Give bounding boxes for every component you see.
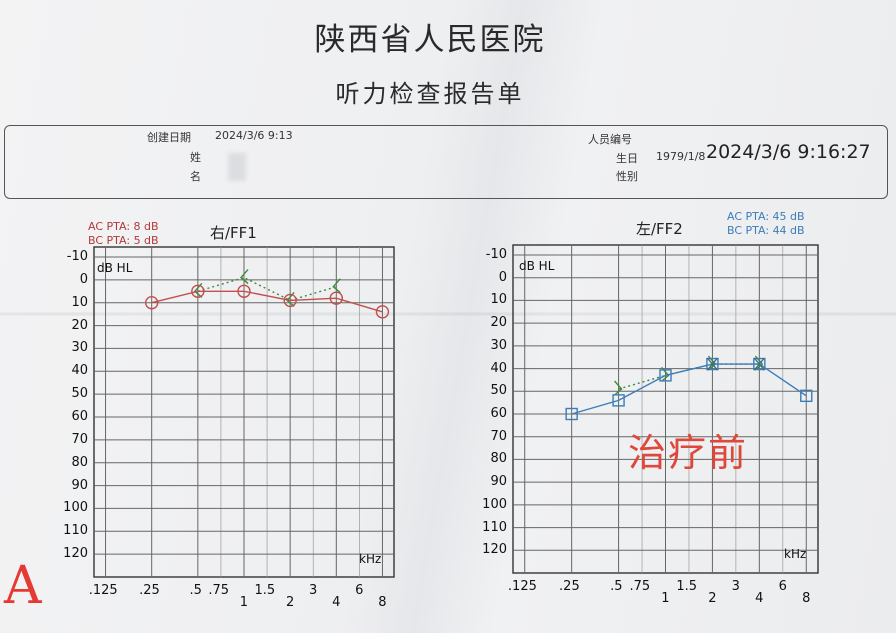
- left-y-tick-label: 0: [498, 269, 507, 285]
- right-bc-point: [240, 269, 249, 285]
- create-date-label: 创建日期: [147, 131, 191, 144]
- right-y-tick-label: 10: [71, 294, 88, 310]
- hospital-name: 陕西省人民医院: [314, 22, 546, 58]
- right-ac-point: [375, 305, 390, 319]
- right-y-tick-label: 110: [63, 523, 88, 539]
- panel-letter: A: [4, 556, 42, 616]
- right-y-tick-label: 80: [71, 454, 88, 470]
- right-y-tick-label: 50: [71, 386, 88, 402]
- right-y-tick-label: 100: [63, 500, 88, 516]
- left-ac-point: [706, 357, 719, 371]
- left-y-tick-label: 100: [482, 496, 507, 512]
- left-bc-point: [614, 380, 623, 396]
- right-x-tick-label: .125: [88, 583, 118, 598]
- right-y-tick-label: 60: [71, 409, 88, 424]
- left-chart-title: 左/FF2: [636, 220, 683, 238]
- left-audiogram: [512, 244, 819, 574]
- right-y-tick-label: 0: [79, 271, 88, 287]
- left-mask-marker: [706, 357, 718, 371]
- left-x-tick-label: .5: [610, 579, 623, 594]
- left-ac-point: [612, 394, 625, 407]
- right-chart-title: 右/FF1: [210, 224, 257, 242]
- left-x-tick-label: 2: [708, 591, 717, 606]
- right-ac-pta: AC PTA: 8 dB: [88, 220, 159, 233]
- right-y-tick-label: 120: [63, 546, 88, 562]
- patient-info-box: [4, 125, 888, 199]
- birth-label: 生日: [616, 152, 638, 165]
- left-x-tick-label: 1.5: [676, 579, 698, 594]
- left-x-tick-label: 4: [755, 591, 764, 606]
- right-y-tick-label: 70: [71, 431, 88, 447]
- right-x-tick-label: 3: [309, 583, 318, 598]
- right-ac-point: [237, 284, 251, 298]
- right-x-tick-label: 6: [355, 583, 364, 598]
- right-y-tick-label: 20: [71, 317, 88, 333]
- report-title: 听力检查报告单: [335, 80, 525, 108]
- left-ac-point: [753, 357, 766, 371]
- right-x-tick-label: 4: [332, 595, 341, 610]
- right-x-tick-label: .5: [189, 583, 202, 598]
- left-y-tick-label: 90: [490, 474, 507, 490]
- right-y-tick-label: -10: [66, 249, 88, 264]
- right-x-tick-label: 1.5: [254, 583, 276, 598]
- left-mask-marker: [753, 357, 765, 371]
- left-ac-pta: AC PTA: 45 dB: [727, 210, 805, 223]
- right-x-tick-label: 8: [378, 595, 387, 610]
- left-x-tick-label: .75: [629, 579, 651, 594]
- left-x-tick-label: 8: [802, 591, 811, 606]
- left-y-tick-label: 50: [490, 383, 507, 399]
- left-y-tick-label: 20: [490, 315, 507, 331]
- right-ac-line: [151, 290, 383, 313]
- left-ac-line: [571, 363, 807, 415]
- left-x-tick-label: 6: [778, 579, 787, 594]
- left-y-tick-label: 120: [482, 542, 507, 558]
- left-x-tick-label: .25: [559, 579, 580, 594]
- sex-label: 性别: [616, 170, 638, 183]
- left-x-tick-label: 1: [661, 591, 670, 606]
- right-y-tick-label: 90: [71, 477, 88, 493]
- right-xlabel: kHz: [359, 552, 382, 566]
- left-ac-point: [659, 369, 672, 382]
- right-bc-point: [332, 278, 341, 294]
- left-y-tick-label: 70: [490, 428, 507, 444]
- left-y-tick-label: 80: [490, 451, 507, 467]
- left-y-tick-label: 40: [490, 360, 507, 376]
- name-label-1: 姓: [190, 151, 201, 164]
- left-y-tick-label: 10: [490, 292, 507, 308]
- redacted-name: [228, 153, 246, 181]
- left-x-tick-label: .125: [507, 579, 537, 594]
- right-ac-point: [329, 291, 344, 305]
- treatment-stamp: 治疗前: [628, 431, 749, 475]
- name-label-2: 名: [190, 170, 201, 183]
- right-bc-pta: BC PTA: 5 dB: [88, 234, 159, 247]
- right-y-tick-label: 40: [71, 363, 88, 379]
- right-x-tick-label: 2: [285, 595, 295, 610]
- right-ac-point: [144, 296, 159, 310]
- right-y-tick-label: 30: [71, 340, 88, 356]
- right-ac-point: [283, 293, 297, 308]
- left-ac-point: [800, 389, 813, 403]
- birth-value: 1979/1/8: [656, 150, 706, 163]
- left-xlabel: kHz: [784, 547, 807, 561]
- id-label: 人员编号: [588, 133, 632, 146]
- left-y-tick-label: -10: [485, 247, 507, 262]
- right-x-tick-label: 1: [239, 595, 249, 610]
- right-ylabel: dB HL: [97, 261, 133, 275]
- left-y-tick-label: 30: [490, 337, 507, 353]
- right-x-tick-label: .75: [208, 583, 229, 598]
- left-ac-point: [565, 407, 578, 421]
- left-ylabel: dB HL: [519, 259, 555, 273]
- left-y-tick-label: 110: [482, 519, 507, 535]
- right-ac-point: [191, 284, 205, 298]
- right-x-tick-label: .25: [139, 583, 160, 598]
- paper-fold: [0, 312, 896, 316]
- print-time: 2024/3/6 9:16:27: [706, 141, 871, 163]
- left-bc-pta: BC PTA: 44 dB: [727, 224, 805, 237]
- left-y-tick-label: 60: [490, 406, 507, 421]
- create-date-value: 2024/3/6 9:13: [215, 129, 293, 142]
- left-x-tick-label: 3: [731, 579, 740, 594]
- right-audiogram: [93, 246, 395, 578]
